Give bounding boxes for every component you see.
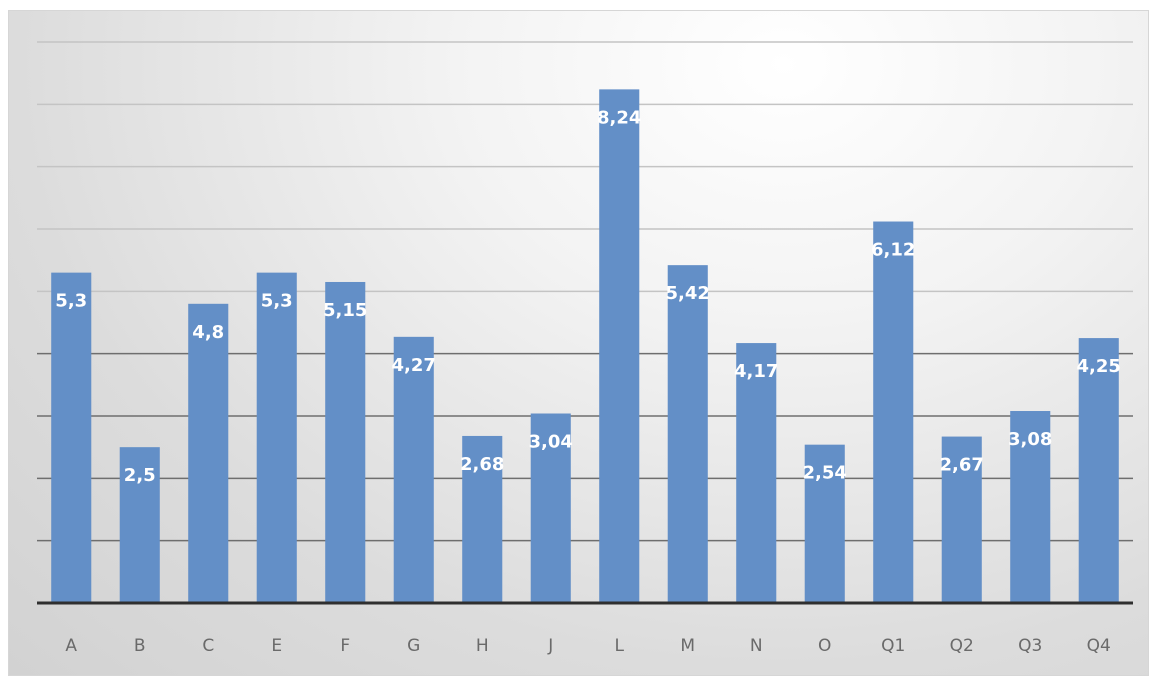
bar-C <box>188 303 229 603</box>
bar-value-label-E: 5,3 <box>261 291 293 312</box>
bar-M <box>667 265 708 603</box>
x-tick-label-Q4: Q4 <box>1087 636 1111 656</box>
bar-value-label-M: 5,42 <box>666 283 710 304</box>
bars <box>51 89 1119 603</box>
bar-Q3 <box>1010 411 1051 603</box>
bar-Q4 <box>1078 338 1119 603</box>
bar-O <box>804 444 845 603</box>
x-tick-label-B: B <box>134 636 146 656</box>
bar-N <box>736 343 777 603</box>
x-tick-label-Q1: Q1 <box>881 636 905 656</box>
x-tick-label-M: M <box>680 636 695 656</box>
bar-value-label-Q1: 6,12 <box>871 240 915 261</box>
bar-E <box>256 272 297 603</box>
bar-value-label-C: 4,8 <box>192 322 224 343</box>
x-axis-tick-labels: A B C E F G H J L M N O Q1 Q2 Q3 Q4 <box>65 636 1110 656</box>
bar-H <box>462 435 503 603</box>
bar-Q2 <box>941 436 982 603</box>
bar-value-label-Q4: 4,25 <box>1077 356 1121 377</box>
x-tick-label-F: F <box>340 636 350 656</box>
bar-value-label-O: 2,54 <box>803 463 847 484</box>
x-tick-label-L: L <box>615 636 625 656</box>
bar-value-label-Q3: 3,08 <box>1008 429 1052 450</box>
bar-G <box>393 336 434 603</box>
bar-value-label-B: 2,5 <box>124 465 156 486</box>
bar-F <box>325 281 366 603</box>
bar-value-label-N: 4,17 <box>734 361 778 382</box>
bar-value-label-A: 5,3 <box>55 291 87 312</box>
x-tick-label-G: G <box>407 636 420 656</box>
bar-value-label-J: 3,04 <box>529 432 573 453</box>
bar-value-label-F: 5,15 <box>323 300 367 321</box>
bar-B <box>119 447 160 603</box>
bar-value-labels: 5,3 2,5 4,8 5,3 5,15 4,27 2,68 3,04 8,24 5,42 4,17… <box>55 107 1121 486</box>
bar-value-label-G: 4,27 <box>392 355 436 376</box>
x-tick-label-E: E <box>271 636 282 656</box>
x-tick-label-H: H <box>476 636 489 656</box>
bar-Q1 <box>873 221 914 603</box>
x-tick-label-N: N <box>750 636 763 656</box>
x-tick-label-Q3: Q3 <box>1018 636 1042 656</box>
x-tick-label-Q2: Q2 <box>950 636 974 656</box>
bar-value-label-Q2: 2,67 <box>940 455 984 476</box>
x-tick-label-O: O <box>818 636 831 656</box>
bar-A <box>51 272 92 603</box>
bar-J <box>530 413 571 603</box>
x-tick-label-A: A <box>65 636 77 656</box>
bar-value-label-L: 8,24 <box>597 107 641 128</box>
x-tick-label-C: C <box>202 636 214 656</box>
bar-value-label-H: 2,68 <box>460 454 504 475</box>
bar-L <box>599 89 640 603</box>
x-tick-label-J: J <box>547 636 553 656</box>
